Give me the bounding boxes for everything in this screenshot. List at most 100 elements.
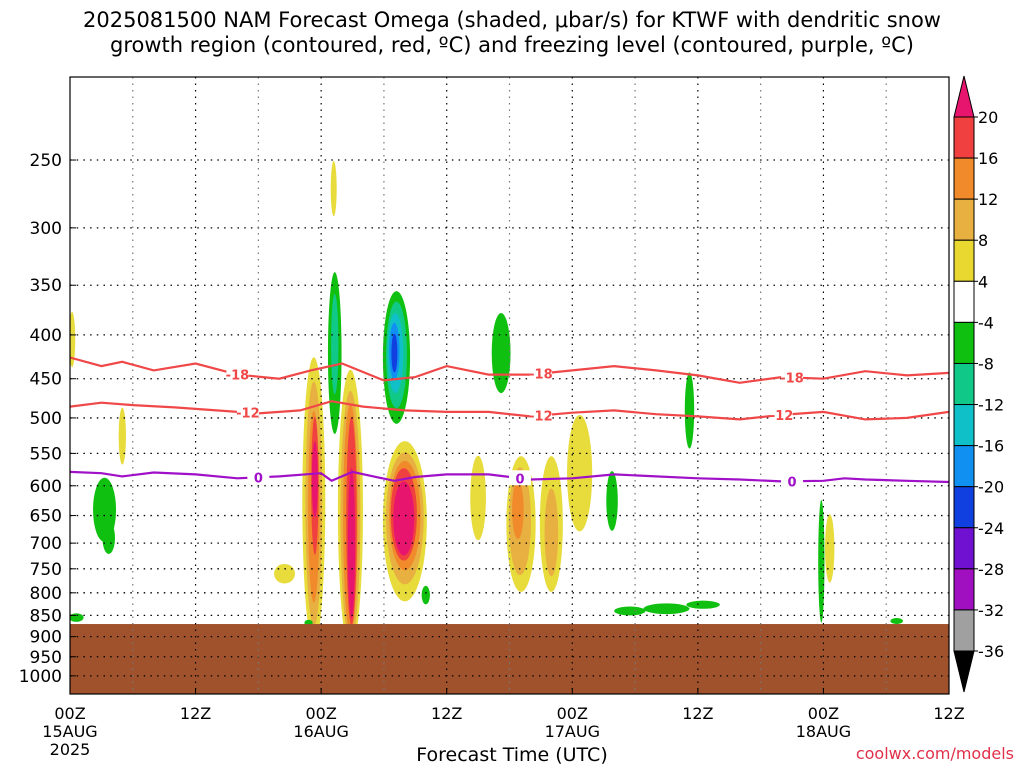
omega-shade-region — [643, 603, 690, 615]
colorbar-label: -4 — [978, 313, 994, 332]
y-tick-label: 550 — [30, 444, 62, 464]
colorbar-segment — [953, 116, 975, 159]
y-tick-label: 600 — [30, 477, 62, 497]
y-tick-label: 950 — [30, 648, 62, 668]
contour-label: -18 — [529, 368, 553, 383]
contour-label: 0 — [788, 475, 797, 490]
colorbar-label: -32 — [978, 601, 1004, 620]
contour-label-bg — [781, 473, 804, 489]
omega-shade-region — [118, 407, 126, 465]
chart-title-line-2: growth region (contoured, red, ºC) and f… — [110, 33, 914, 57]
chart-title-line-1: 2025081500 NAM Forecast Omega (shaded, μ… — [83, 8, 941, 32]
omega-shade-region — [512, 480, 524, 539]
contour-line — [70, 470, 949, 484]
colorbar-label: 8 — [978, 231, 988, 250]
y-tick-label: 450 — [30, 370, 62, 390]
x-tick-date-label: 15AUG — [42, 722, 97, 741]
y-tick-label: 850 — [30, 606, 62, 626]
x-tick-label: 00Z — [557, 704, 588, 723]
y-tick-label: 750 — [30, 560, 62, 580]
contour-label-bg — [247, 469, 270, 485]
contour-label: -18 — [226, 369, 250, 384]
colorbar-label: 16 — [978, 149, 998, 168]
omega-shade-region — [70, 311, 76, 368]
omega-shade-region — [686, 600, 720, 609]
y-tick-label: 250 — [30, 151, 62, 171]
contour-label: 0 — [515, 472, 524, 487]
contour-label-bg — [508, 470, 531, 486]
colorbar-label: -12 — [978, 396, 1004, 415]
omega-shade-region — [274, 563, 295, 584]
x-tick-label: 12Z — [682, 704, 713, 723]
omega-shade-region — [330, 161, 337, 217]
y-tick-label: 1000 — [19, 667, 62, 687]
colorbar-segment — [953, 527, 975, 570]
contour-label: -18 — [780, 371, 804, 386]
colorbar-segment — [953, 486, 975, 529]
y-tick-label: 650 — [30, 507, 62, 527]
colorbar-segment — [953, 362, 975, 406]
colorbar-segment — [953, 157, 975, 200]
colorbar-segment — [953, 445, 975, 488]
contour-label: -12 — [529, 410, 553, 425]
x-tick-year-label: 2025 — [50, 740, 91, 759]
omega-shade-region — [311, 441, 318, 518]
colorbar-label: -24 — [978, 519, 1004, 538]
colorbar-bottom-triangle — [953, 650, 975, 693]
omega-shade-region — [544, 488, 559, 577]
contour-label-bg — [529, 365, 552, 381]
y-tick-label: 800 — [30, 584, 62, 604]
omega-shade-region — [684, 372, 695, 449]
omega-shade-region — [391, 333, 398, 373]
contour-label-bg — [226, 366, 249, 382]
x-tick-label: 12Z — [933, 704, 964, 723]
contour-line — [70, 400, 949, 421]
x-tick-label: 00Z — [305, 704, 336, 723]
y-tick-label: 300 — [30, 219, 62, 239]
contour-label-bg — [529, 407, 552, 423]
terrain-below-surface — [70, 624, 949, 694]
colorbar-segment — [953, 239, 975, 282]
omega-shade-region — [606, 471, 618, 531]
omega-shade-region — [70, 613, 84, 622]
contour-label-bg — [781, 369, 804, 385]
x-tick-label: 00Z — [808, 704, 839, 723]
y-tick-label: 400 — [30, 326, 62, 346]
colorbar-segment — [953, 280, 975, 323]
omega-shade-region — [614, 606, 646, 616]
omega-shade-region — [567, 414, 593, 532]
omega-shade-region — [331, 293, 339, 395]
source-credit: coolwx.com/models — [855, 744, 1014, 763]
contour-label-bg — [770, 406, 793, 422]
y-tick-label: 500 — [30, 409, 62, 429]
colorbar-top-triangle — [953, 75, 975, 118]
colorbar-segment — [953, 404, 975, 447]
colorbar-label: -28 — [978, 560, 1004, 579]
omega-shade-region — [890, 618, 903, 625]
x-tick-label: 12Z — [180, 704, 211, 723]
colorbar-segment — [953, 568, 975, 611]
y-tick-label: 900 — [30, 628, 62, 648]
plot-frame — [69, 76, 950, 695]
x-tick-label: 00Z — [54, 704, 85, 723]
colorbar-label: -16 — [978, 437, 1004, 456]
y-tick-label: 350 — [30, 276, 62, 296]
colorbar-segment — [953, 609, 975, 652]
colorbar-segment — [953, 321, 975, 364]
colorbar-label: -20 — [978, 478, 1004, 497]
x-tick-date-label: 16AUG — [293, 722, 348, 741]
contour-label: -12 — [770, 409, 794, 424]
y-tick-label: 700 — [30, 534, 62, 554]
x-tick-label: 12Z — [431, 704, 462, 723]
omega-shade-region — [102, 521, 115, 554]
omega-shade-region — [470, 455, 486, 541]
x-tick-date-label: 17AUG — [545, 722, 600, 741]
omega-shade-region — [421, 585, 430, 605]
colorbar-label: -8 — [978, 354, 994, 373]
colorbar-label: -36 — [978, 642, 1004, 661]
contour-label: 0 — [254, 471, 263, 486]
colorbar-label: 20 — [978, 108, 998, 127]
colorbar-label: 4 — [978, 272, 988, 291]
contour-label-bg — [236, 404, 259, 420]
